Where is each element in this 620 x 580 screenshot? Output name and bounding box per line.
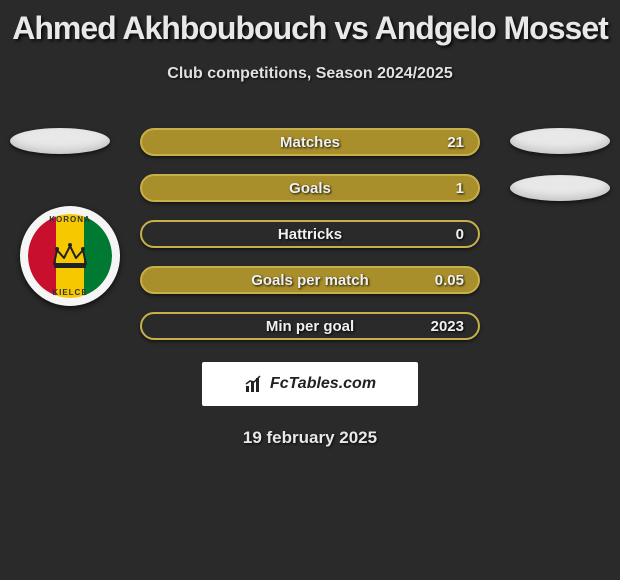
stat-value: 1 [456, 180, 464, 197]
stats-area: KORONA KIELCE Matches 21 Goals 1 Hattric… [0, 128, 620, 448]
stat-label: Matches [280, 134, 340, 151]
stat-value: 2023 [431, 318, 464, 335]
side-ellipse-left-1 [10, 128, 110, 154]
infographic-root: Ahmed Akhboubouch vs Andgelo Mosset Club… [0, 0, 620, 448]
stat-row-min-per-goal: Min per goal 2023 [140, 312, 480, 340]
stat-label: Hattricks [278, 226, 342, 243]
stat-label: Goals per match [251, 272, 369, 289]
side-ellipse-right-1 [510, 128, 610, 154]
side-ellipse-right-2 [510, 175, 610, 201]
brand-box: FcTables.com [202, 362, 418, 406]
stat-row-matches: Matches 21 [140, 128, 480, 156]
club-badge: KORONA KIELCE [20, 206, 120, 306]
stat-row-hattricks: Hattricks 0 [140, 220, 480, 248]
stat-value: 21 [447, 134, 464, 151]
stat-row-goals-per-match: Goals per match 0.05 [140, 266, 480, 294]
stat-row-goals: Goals 1 [140, 174, 480, 202]
page-title: Ahmed Akhboubouch vs Andgelo Mosset [0, 10, 620, 47]
subtitle: Club competitions, Season 2024/2025 [0, 65, 620, 83]
badge-stripe-green [84, 214, 112, 298]
badge-text-top: KORONA [20, 215, 120, 224]
stat-rows: Matches 21 Goals 1 Hattricks 0 Goals per… [140, 128, 480, 340]
stat-value: 0.05 [435, 272, 464, 289]
stat-value: 0 [456, 226, 464, 243]
stat-label: Goals [289, 180, 331, 197]
chart-icon [244, 374, 264, 394]
badge-text-bottom: KIELCE [20, 288, 120, 297]
footer-date: 19 february 2025 [0, 428, 620, 448]
brand-text: FcTables.com [270, 375, 376, 393]
stat-label: Min per goal [266, 318, 354, 335]
crown-icon [52, 242, 88, 270]
